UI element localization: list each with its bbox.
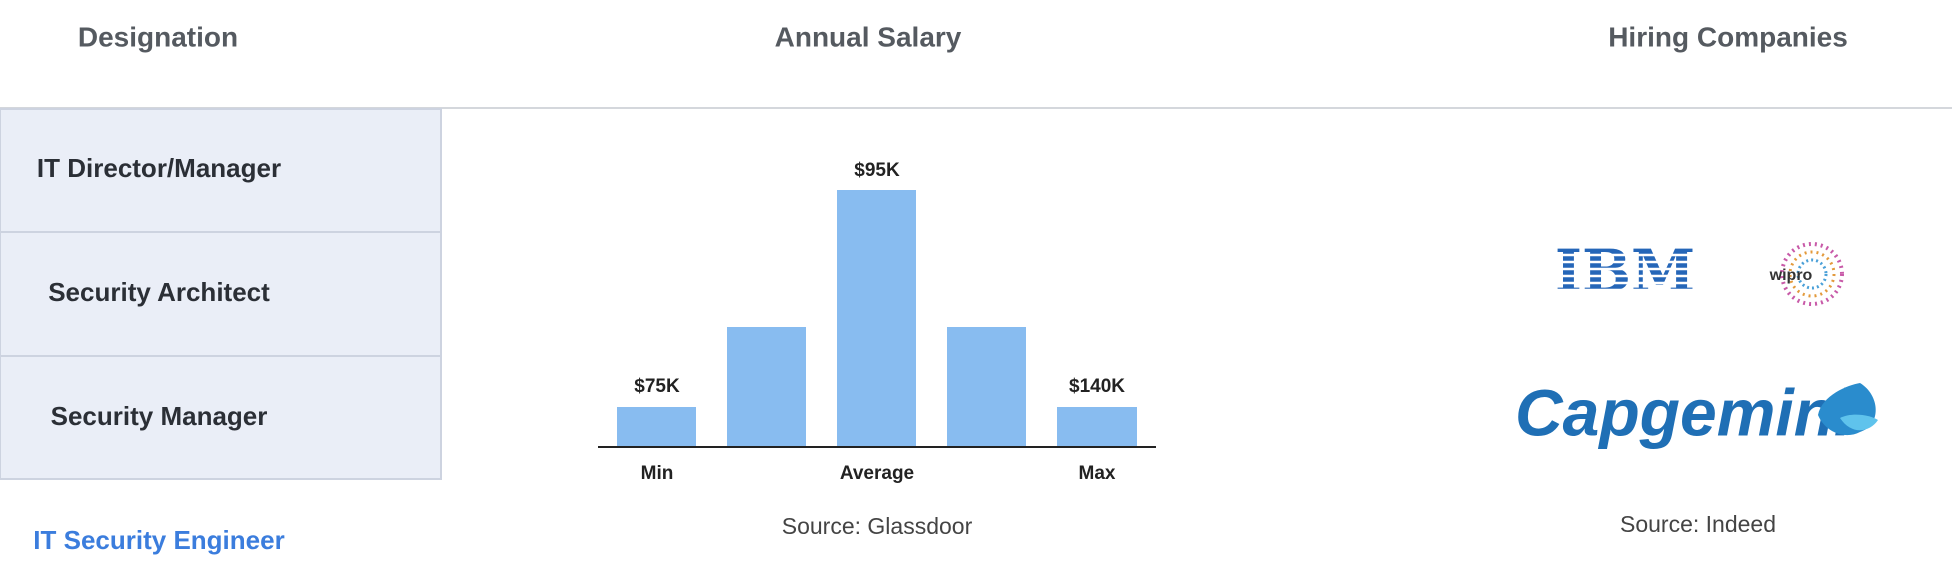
salary-source: Source: Glassdoor [782, 513, 973, 539]
capgemini-logo: Capgemini [1515, 375, 1878, 449]
designation-panel [0, 108, 442, 480]
avg-salary-label: $95K [854, 160, 900, 181]
bar-shape [947, 327, 1026, 447]
header-designation: Designation [78, 21, 238, 52]
designation-item-selected[interactable]: IT Security Engineer [33, 525, 284, 555]
logo-dots [1796, 258, 1828, 290]
bar-shape [837, 190, 916, 447]
designation-item[interactable]: IT Director/Manager [37, 153, 281, 183]
logo-text: IBM [1555, 237, 1695, 305]
category-label: Min [641, 463, 674, 484]
category-label: Average [840, 463, 914, 484]
header-salary: Annual Salary [775, 21, 962, 52]
companies-source: Source: Indeed [1620, 511, 1776, 537]
logo-dots [1788, 250, 1836, 298]
wipro-logo: wipro [1769, 242, 1844, 306]
category-label: Max [1079, 463, 1116, 484]
logo-dots [1780, 242, 1844, 306]
header-bar [0, 0, 1952, 107]
ibm-logo: IBM [1555, 237, 1695, 305]
max-salary-label: $140K [1069, 376, 1125, 397]
designation-item[interactable]: Security Architect [48, 277, 270, 307]
header-companies: Hiring Companies [1608, 21, 1848, 52]
bar-shape [1057, 407, 1137, 447]
min-salary-label: $75K [634, 376, 680, 397]
logo-spade [1840, 414, 1878, 431]
logo-text: wipro [1769, 267, 1813, 284]
bar-shape [727, 327, 806, 447]
designation-item[interactable]: Security Manager [51, 401, 268, 431]
bar-shape [617, 407, 696, 447]
logo-text: Capgemini [1515, 375, 1854, 449]
